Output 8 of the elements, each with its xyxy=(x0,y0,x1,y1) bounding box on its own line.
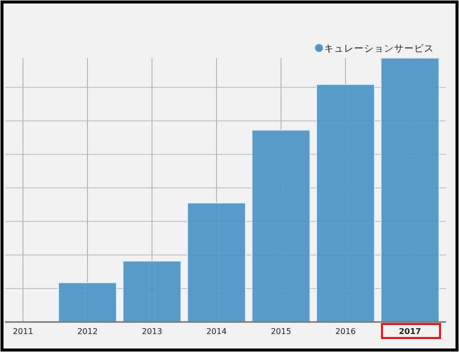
x-tick-label: 2014 xyxy=(206,327,227,336)
x-tick-label: 2015 xyxy=(270,327,292,336)
x-tick-label: 2017 xyxy=(398,327,422,336)
x-tick-label: 2011 xyxy=(12,327,34,336)
x-tick-label: 2012 xyxy=(77,327,98,336)
x-tick-label: 2013 xyxy=(142,327,162,336)
x-tick-label: 2016 xyxy=(335,327,356,336)
legend: キュレーションサービス xyxy=(315,44,434,54)
